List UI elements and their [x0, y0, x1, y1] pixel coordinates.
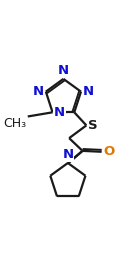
Text: N: N [54, 106, 65, 119]
Text: O: O [103, 145, 115, 158]
Text: N: N [33, 85, 44, 98]
Text: S: S [88, 119, 98, 132]
Text: N: N [83, 85, 94, 98]
Text: CH₃: CH₃ [3, 117, 26, 130]
Text: N: N [62, 148, 73, 161]
Text: N: N [58, 64, 69, 77]
